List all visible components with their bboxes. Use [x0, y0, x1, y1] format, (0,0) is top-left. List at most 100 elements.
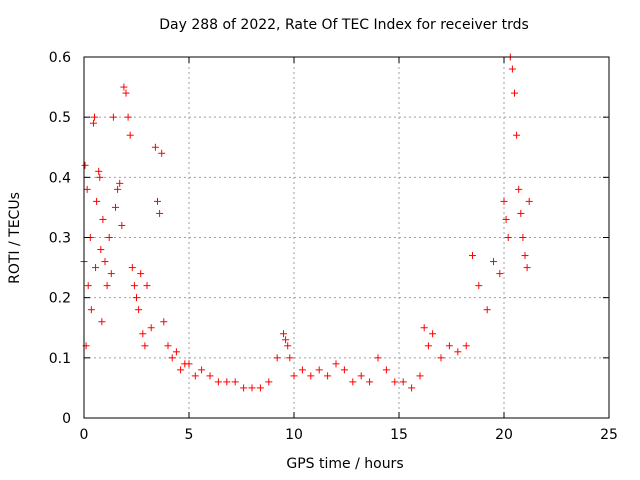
y-tick-label: 0	[62, 411, 71, 427]
data-point	[191, 372, 199, 380]
data-point	[87, 306, 95, 314]
data-point	[519, 234, 527, 241]
data-point	[99, 215, 107, 223]
points-layer	[80, 53, 533, 392]
data-point	[120, 83, 128, 91]
data-point	[469, 252, 476, 260]
data-point	[92, 264, 100, 272]
y-axis-label: ROTI / TECUs	[7, 192, 23, 284]
data-point	[256, 384, 264, 392]
data-point	[116, 179, 124, 187]
data-point	[130, 282, 138, 290]
x-tick-label: 5	[185, 427, 194, 443]
data-point	[105, 234, 113, 241]
data-point	[420, 324, 428, 332]
data-point	[160, 318, 168, 326]
ticks-layer: 0 5 10 15 20 25 0 0.1 0.2 0.3 0.4 0.5 0.6	[49, 50, 618, 443]
data-point	[248, 384, 256, 392]
data-point	[508, 65, 516, 73]
data-point	[154, 197, 161, 205]
data-point	[147, 324, 155, 332]
data-point	[391, 378, 399, 386]
data-point	[525, 197, 533, 205]
data-point	[437, 354, 445, 362]
data-point	[416, 372, 424, 380]
data-point	[96, 173, 104, 181]
data-point	[89, 119, 97, 127]
data-point	[112, 203, 119, 211]
y-tick-label: 0.3	[49, 231, 71, 247]
data-point	[349, 378, 357, 386]
data-point	[284, 342, 292, 350]
data-point	[265, 378, 273, 386]
data-point	[273, 354, 281, 362]
data-point	[98, 318, 106, 326]
data-point	[84, 282, 92, 290]
data-point	[214, 378, 222, 386]
data-point	[135, 306, 143, 314]
data-point	[143, 282, 151, 290]
y-tick-label: 0.2	[49, 291, 71, 307]
data-point	[141, 342, 149, 350]
data-point	[340, 366, 348, 374]
data-point	[483, 306, 491, 314]
data-point	[424, 342, 432, 350]
data-point	[502, 215, 510, 223]
data-point	[515, 185, 523, 193]
grid-layer	[84, 57, 609, 418]
data-point	[185, 360, 193, 368]
data-point	[513, 131, 521, 139]
y-tick-label: 0.6	[49, 50, 71, 66]
data-point	[462, 342, 470, 350]
x-axis-label: GPS time / hours	[286, 456, 404, 472]
data-point	[168, 354, 176, 362]
data-point	[517, 209, 525, 217]
data-point	[357, 372, 365, 380]
data-point	[109, 113, 117, 121]
data-point	[137, 270, 145, 278]
data-point	[107, 270, 115, 278]
data-point	[445, 342, 453, 350]
data-point	[206, 372, 214, 380]
data-point	[139, 330, 147, 338]
data-point	[103, 282, 111, 290]
data-point	[128, 264, 136, 272]
data-point	[91, 113, 98, 121]
data-point	[158, 149, 166, 157]
data-point	[500, 197, 508, 205]
y-tick-label: 0.4	[49, 170, 71, 186]
data-point	[521, 252, 529, 260]
data-point	[324, 372, 332, 380]
data-point	[151, 143, 159, 151]
x-tick-label: 10	[285, 427, 303, 443]
data-point	[223, 378, 231, 386]
data-point	[124, 113, 132, 121]
data-point	[114, 185, 122, 193]
data-point	[511, 89, 518, 97]
data-point	[475, 282, 483, 290]
data-point	[374, 354, 382, 362]
data-point	[133, 294, 140, 302]
data-point	[490, 258, 497, 266]
data-point	[429, 330, 437, 338]
data-point	[366, 378, 374, 386]
y-tick-label: 0.5	[49, 110, 71, 126]
data-point	[198, 366, 206, 374]
data-point	[240, 384, 248, 392]
x-tick-label: 25	[600, 427, 618, 443]
data-point	[382, 366, 390, 374]
data-point	[496, 270, 504, 278]
x-tick-label: 0	[80, 427, 89, 443]
data-point	[81, 161, 89, 169]
data-point	[177, 366, 185, 374]
data-point	[126, 131, 134, 139]
data-point	[97, 246, 105, 254]
data-point	[504, 234, 512, 241]
data-point	[164, 342, 172, 350]
data-point	[408, 384, 416, 392]
data-point	[122, 89, 130, 97]
y-tick-label: 0.1	[49, 351, 71, 367]
data-point	[118, 221, 126, 229]
